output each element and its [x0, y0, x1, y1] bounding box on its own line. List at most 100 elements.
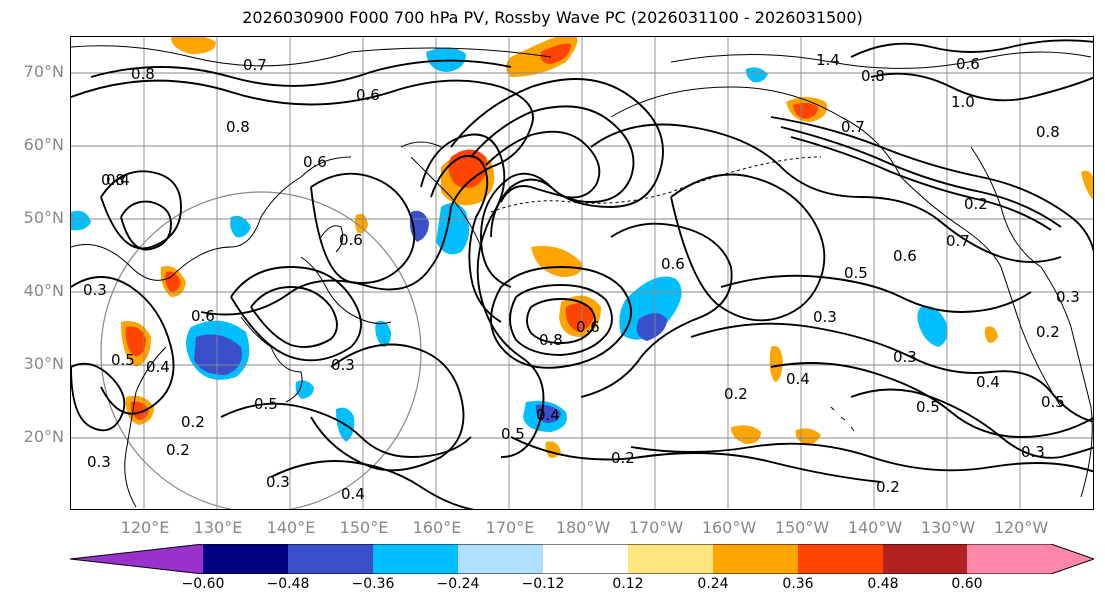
pv-contour — [670, 173, 826, 322]
colorbar — [70, 544, 1094, 574]
contour-label: 0.8 — [131, 65, 155, 83]
coastline-aleutians — [490, 156, 822, 213]
contour-label: 0.8 — [226, 118, 250, 136]
lon-label: 150°E — [339, 518, 389, 537]
colorbar-tick: 0.12 — [612, 576, 644, 592]
lat-label: 70°N — [23, 62, 64, 81]
pv-contour — [90, 59, 512, 87]
pv-contour — [485, 130, 601, 203]
contour-label: 0.4 — [146, 358, 170, 376]
contour-label: 0.5 — [916, 398, 940, 416]
contour-label: 0.3 — [813, 308, 837, 326]
contour-label: 0.4 — [106, 171, 130, 189]
colorbar-bin — [288, 544, 373, 574]
pv-contour — [100, 170, 182, 250]
colorbar-bin — [967, 544, 1051, 574]
lon-label: 130°E — [193, 518, 243, 537]
contour-label: 0.6 — [956, 55, 980, 73]
coastline-hawaii — [830, 406, 855, 432]
pv-contour — [630, 442, 1093, 473]
contour-label: 0.2 — [166, 441, 190, 459]
pv-contour — [490, 266, 632, 369]
pv-contour — [230, 266, 362, 362]
pv-contour — [310, 172, 416, 284]
lat-label: 50°N — [23, 208, 64, 227]
contour-label: 0.4 — [976, 373, 1000, 391]
lon-label: 170°E — [485, 518, 535, 537]
contour-label: 0.6 — [356, 86, 380, 104]
pv-contour — [850, 388, 1093, 459]
anomaly-positive — [171, 37, 216, 54]
contour-label: 1.4 — [816, 51, 840, 69]
lon-label: 170°W — [628, 518, 684, 537]
pv-contour — [770, 362, 1093, 438]
contour-label: 0.4 — [341, 485, 365, 503]
lat-label: 30°N — [23, 354, 64, 373]
lon-label: 130°W — [920, 518, 976, 537]
lon-label: 180°W — [555, 518, 611, 537]
pv-contour — [510, 436, 882, 483]
contour-label: 0.5 — [111, 351, 135, 369]
anomaly-positive — [731, 425, 761, 444]
anomaly-positive — [793, 102, 818, 119]
contour-label: 0.3 — [266, 473, 290, 491]
contour-label: 0.3 — [893, 348, 917, 366]
coastline-alaska — [610, 86, 1062, 408]
pv-contour — [720, 274, 1032, 313]
contour-label: 1.0 — [951, 93, 975, 111]
pv-contour — [420, 133, 545, 458]
colorbar-bin — [713, 544, 798, 574]
radius-circle — [100, 191, 422, 509]
colorbar-tick: −0.24 — [436, 576, 480, 592]
pv-contour — [770, 116, 1093, 252]
anomaly-negative — [230, 215, 251, 238]
pv-contour — [580, 222, 733, 398]
anomaly-positive — [540, 43, 571, 64]
pv-contour — [71, 79, 534, 316]
colorbar-bin — [458, 544, 543, 574]
anomaly-positive — [565, 303, 594, 332]
contour-label: 0.4 — [536, 406, 560, 424]
colorbar-bin — [1051, 544, 1094, 574]
anomaly-negative — [375, 320, 391, 347]
lon-label: 140°E — [266, 518, 316, 537]
contour-label: 0.8 — [539, 331, 563, 349]
pv-contour — [850, 39, 1093, 58]
contour-label: 0.6 — [661, 255, 685, 273]
contour-label: 0.2 — [611, 449, 635, 467]
colorbar-tick: −0.36 — [351, 576, 395, 592]
contour-label: 0.2 — [1036, 323, 1060, 341]
contour-label: 0.5 — [844, 264, 868, 282]
anomaly-negative — [71, 210, 91, 231]
coastline-arctic — [71, 45, 1092, 69]
anomaly-positive — [769, 346, 783, 382]
colorbar-tick: 0.60 — [951, 576, 983, 592]
pv-contour — [71, 276, 175, 415]
chart-title: 2026030900 F000 700 hPa PV, Rossby Wave … — [242, 8, 863, 27]
contour-label: 0.7 — [946, 232, 970, 250]
lon-label: 120°E — [120, 518, 170, 537]
coastline-kamchatka — [400, 141, 482, 248]
colorbar-tick: 0.24 — [697, 576, 729, 592]
colorbar-bin — [203, 544, 288, 574]
pv-contour — [430, 155, 502, 323]
contour-label: 0.7 — [243, 56, 267, 74]
coastline-asia — [71, 156, 352, 508]
contour-label: 0.3 — [87, 453, 111, 471]
contour-label: 0.3 — [1021, 443, 1045, 461]
contour-label: 0.6 — [576, 318, 600, 336]
pv-contour — [870, 72, 1093, 102]
lat-label: 60°N — [23, 135, 64, 154]
colorbar-bin — [628, 544, 713, 574]
lat-label: 20°N — [23, 427, 64, 446]
contour-label: 0.4 — [786, 370, 810, 388]
pv-contour — [470, 105, 635, 238]
contour-label: 0.6 — [893, 247, 917, 265]
pv-contour — [120, 200, 172, 251]
contour-label: 0.3 — [1056, 288, 1080, 306]
pv-contour — [450, 78, 664, 288]
contour-label: 0.5 — [1041, 393, 1065, 411]
colorbar-bin — [373, 544, 458, 574]
contour-label: 0.8 — [861, 67, 885, 85]
pv-contour — [690, 322, 1093, 423]
